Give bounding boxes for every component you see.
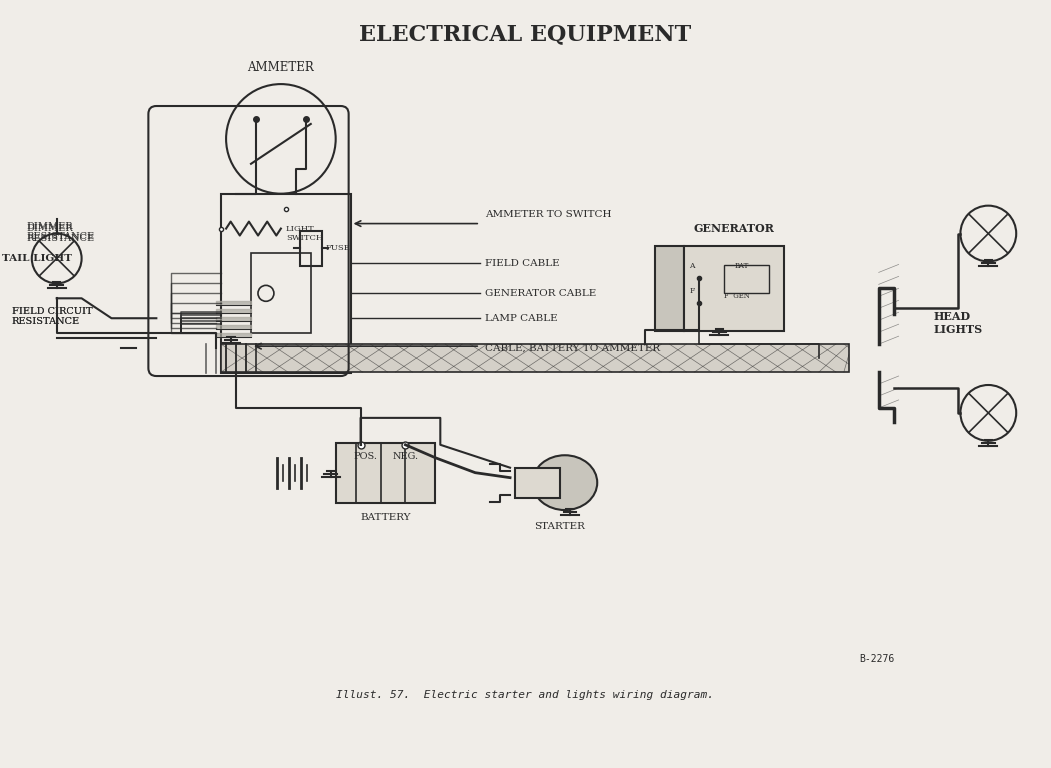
Text: NEG.: NEG. bbox=[392, 452, 418, 461]
Text: BATTERY: BATTERY bbox=[360, 512, 411, 521]
Text: TAIL LIGHT: TAIL LIGHT bbox=[2, 254, 71, 263]
Text: GENERATOR CABLE: GENERATOR CABLE bbox=[486, 289, 596, 298]
Bar bbox=[684, 246, 784, 331]
Text: AMMETER: AMMETER bbox=[248, 61, 314, 74]
Text: F: F bbox=[689, 287, 695, 296]
Ellipse shape bbox=[533, 455, 597, 510]
Text: FUSE: FUSE bbox=[326, 244, 351, 253]
Text: GENERATOR: GENERATOR bbox=[694, 223, 775, 234]
Text: DIMMER
RESISTANCE: DIMMER RESISTANCE bbox=[27, 223, 95, 243]
Text: AMMETER TO SWITCH: AMMETER TO SWITCH bbox=[486, 210, 612, 219]
Bar bbox=[221, 344, 849, 372]
Text: FIELD CIRCUIT
RESISTANCE: FIELD CIRCUIT RESISTANCE bbox=[12, 306, 92, 326]
Text: ELECTRICAL EQUIPMENT: ELECTRICAL EQUIPMENT bbox=[358, 23, 692, 45]
Text: DIMMER
RESISTANCE: DIMMER RESISTANCE bbox=[27, 222, 95, 241]
Text: CABLE, BATTERY TO AMMETER: CABLE, BATTERY TO AMMETER bbox=[486, 343, 660, 353]
Text: B-2276: B-2276 bbox=[859, 654, 894, 664]
Text: LIGHT
SWITCH: LIGHT SWITCH bbox=[286, 225, 323, 242]
Text: Illust. 57.  Electric starter and lights wiring diagram.: Illust. 57. Electric starter and lights … bbox=[336, 690, 714, 700]
Text: FIELD CIRCUIT
RESISTANCE: FIELD CIRCUIT RESISTANCE bbox=[12, 306, 92, 326]
Text: HEAD
LIGHTS: HEAD LIGHTS bbox=[933, 311, 983, 335]
Bar bbox=[300, 231, 322, 266]
Bar bbox=[221, 194, 351, 373]
Bar bbox=[655, 246, 684, 331]
Text: BAT: BAT bbox=[735, 263, 748, 270]
Text: POS.: POS. bbox=[353, 452, 377, 461]
Text: FIELD CABLE: FIELD CABLE bbox=[486, 259, 560, 268]
Text: STARTER: STARTER bbox=[535, 522, 585, 531]
Bar bbox=[251, 253, 311, 333]
Bar bbox=[724, 266, 769, 293]
Bar bbox=[515, 468, 560, 498]
Text: F  GEN: F GEN bbox=[724, 293, 750, 300]
Text: LAMP CABLE: LAMP CABLE bbox=[486, 314, 558, 323]
Text: A: A bbox=[689, 263, 695, 270]
Bar bbox=[335, 443, 435, 502]
